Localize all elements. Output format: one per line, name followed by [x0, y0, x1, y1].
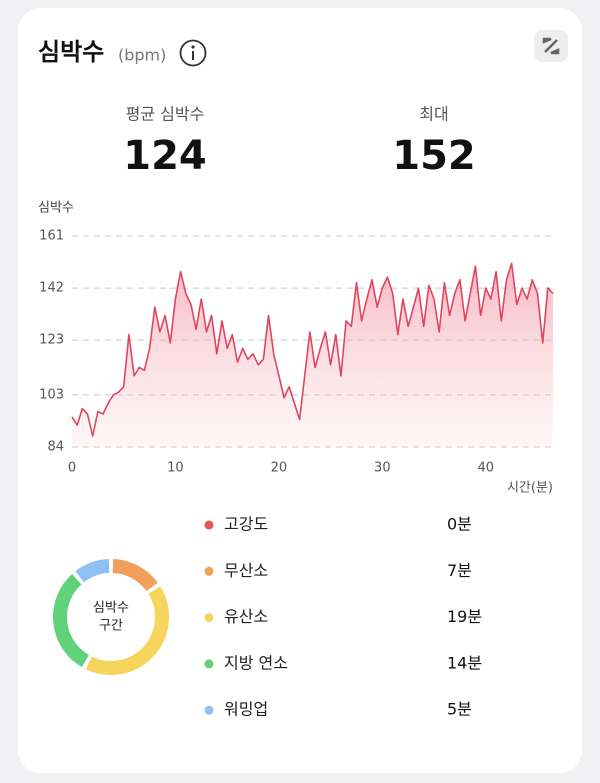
unit: (bpm) — [118, 46, 166, 65]
stat-value: 124 — [123, 133, 207, 179]
title: 심박수 — [38, 38, 104, 66]
x-tick-label: 10 — [167, 461, 184, 476]
legend-dot — [204, 705, 214, 715]
legend-label: 유산소 — [224, 607, 268, 626]
legend-dot — [204, 520, 214, 530]
stat-value: 152 — [392, 133, 476, 179]
legend-value: 0분 — [447, 515, 472, 534]
legend-label: 지방 연소 — [224, 653, 288, 672]
legend-label: 워밍업 — [224, 700, 268, 719]
expand-button[interactable] — [534, 30, 568, 62]
donut-center-label: 심박수 — [93, 601, 129, 616]
legend-value: 19분 — [447, 607, 482, 626]
donut-segment — [53, 574, 90, 668]
line — [71, 262, 554, 437]
legend-value: 7분 — [447, 561, 472, 580]
legend-value: 14분 — [447, 653, 482, 672]
stat-label: 평균 심박수 — [126, 105, 205, 124]
info-icon[interactable] — [179, 39, 207, 67]
x-axis-label: 시간(분) — [507, 481, 553, 496]
y-tick-label: 103 — [39, 387, 64, 402]
y-tick-label: 84 — [47, 440, 64, 455]
legend-value: 5분 — [447, 700, 472, 719]
x-tick-label: 0 — [68, 461, 76, 476]
y-axis-label: 심박수 — [38, 201, 74, 216]
legend-dot — [204, 659, 214, 669]
donut-center-label: 구간 — [99, 619, 123, 634]
legend-label: 고강도 — [224, 515, 268, 534]
legend-label: 무산소 — [224, 561, 268, 580]
stat-label: 최대 — [419, 105, 448, 124]
donut-segment — [85, 586, 169, 675]
legend-dot — [204, 566, 214, 576]
x-tick-label: 20 — [271, 461, 288, 476]
y-tick-label: 161 — [39, 229, 64, 244]
y-tick-label: 142 — [39, 281, 64, 296]
donut-segment — [112, 559, 158, 592]
y-tick-label: 123 — [39, 333, 64, 348]
x-tick-label: 30 — [374, 461, 391, 476]
x-tick-label: 40 — [477, 461, 494, 476]
legend-dot — [204, 613, 214, 623]
card — [18, 8, 582, 773]
donut-segment — [75, 559, 110, 583]
